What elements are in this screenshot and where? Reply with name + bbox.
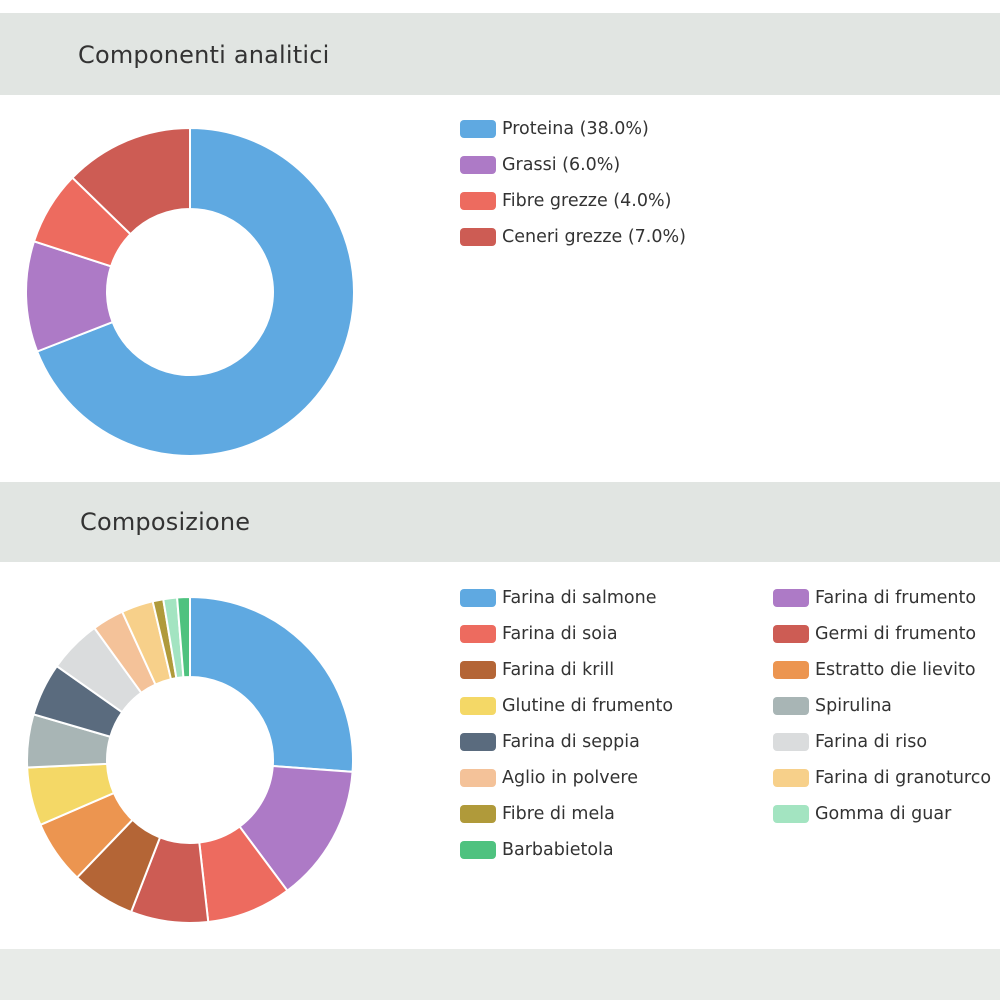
- composition-header-band: Composizione: [0, 482, 1000, 562]
- legend-label: Fibre di mela: [502, 804, 615, 824]
- legend-label: Farina di riso: [815, 732, 928, 752]
- legend-swatch: [773, 769, 809, 787]
- legend-swatch: [460, 769, 496, 787]
- legend-item-farina-di-frumento[interactable]: Farina di frumento: [773, 586, 976, 610]
- legend-item-spirulina[interactable]: Spirulina: [773, 694, 892, 718]
- legend-swatch: [460, 733, 496, 751]
- legend-swatch: [460, 625, 496, 643]
- legend-swatch: [460, 192, 496, 210]
- legend-swatch: [460, 156, 496, 174]
- legend-swatch: [773, 625, 809, 643]
- legend-item-farina-di-salmone[interactable]: Farina di salmone: [460, 586, 656, 610]
- legend-item-glutine-di-frumento[interactable]: Glutine di frumento: [460, 694, 673, 718]
- legend-swatch: [460, 841, 496, 859]
- legend-swatch: [460, 805, 496, 823]
- legend-label: Germi di frumento: [815, 624, 977, 644]
- legend-item-aglio-in-polvere[interactable]: Aglio in polvere: [460, 766, 638, 790]
- analytic-header-band: Componenti analitici: [0, 13, 1000, 95]
- slice-ceneri-grezze[interactable]: [70, 126, 191, 236]
- footer-band: [0, 949, 1000, 1000]
- legend-label: Farina di frumento: [815, 588, 977, 608]
- legend-label: Farina di soia: [502, 624, 618, 644]
- legend-item-fibre-di-mela[interactable]: Fibre di mela: [460, 802, 615, 826]
- legend-swatch: [773, 733, 809, 751]
- legend-label: Grassi (6.0%): [502, 155, 621, 175]
- legend-item-fibre-grezze[interactable]: Fibre grezze (4.0%): [460, 189, 671, 213]
- legend-item-farina-di-riso[interactable]: Farina di riso: [773, 730, 927, 754]
- legend-item-farina-di-granoturco[interactable]: Farina di granoturco: [773, 766, 991, 790]
- legend-item-ceneri-grezze[interactable]: Ceneri grezze (7.0%): [460, 225, 686, 249]
- legend-item-proteina[interactable]: Proteina (38.0%): [460, 117, 649, 141]
- legend-item-grassi[interactable]: Grassi (6.0%): [460, 153, 620, 177]
- legend-label: Farina di salmone: [502, 588, 657, 608]
- slice-proteina[interactable]: [35, 126, 355, 457]
- analytic-legend: Proteina (38.0%) Grassi (6.0%) Fibre grezz…: [460, 117, 960, 267]
- legend-label: Farina di krill: [502, 660, 615, 680]
- legend-swatch: [460, 228, 496, 246]
- composition-section-title: Composizione: [80, 508, 251, 536]
- legend-label: Farina di granoturco: [815, 768, 992, 788]
- legend-item-gomma-di-guar[interactable]: Gomma di guar: [773, 802, 951, 826]
- legend-swatch: [773, 697, 809, 715]
- legend-item-barbabietola[interactable]: Barbabietola: [460, 838, 614, 862]
- legend-swatch: [773, 661, 809, 679]
- composition-legend: Farina di salmone Farina di frumento Farin…: [460, 586, 1000, 876]
- slice-farina-di-salmone[interactable]: [189, 595, 354, 773]
- legend-label: Barbabietola: [502, 840, 614, 860]
- legend-label: Estratto die lievito: [815, 660, 976, 680]
- legend-swatch: [460, 697, 496, 715]
- legend-label: Ceneri grezze (7.0%): [502, 227, 686, 247]
- legend-label: Farina di seppia: [502, 732, 640, 752]
- analytic-section-title: Componenti analitici: [78, 41, 330, 69]
- legend-swatch: [460, 661, 496, 679]
- legend-label: Proteina (38.0%): [502, 119, 649, 139]
- slice-barbabietola[interactable]: [176, 595, 191, 679]
- legend-item-estratto-die-lievito[interactable]: Estratto die lievito: [773, 658, 976, 682]
- legend-swatch: [460, 589, 496, 607]
- legend-label: Gomma di guar: [815, 804, 952, 824]
- legend-label: Aglio in polvere: [502, 768, 638, 788]
- legend-label: Spirulina: [815, 696, 892, 716]
- legend-swatch: [460, 120, 496, 138]
- legend-swatch: [773, 805, 809, 823]
- analytic-donut-chart: [25, 126, 355, 457]
- legend-label: Glutine di frumento: [502, 696, 674, 716]
- legend-item-farina-di-soia[interactable]: Farina di soia: [460, 622, 618, 646]
- legend-item-farina-di-krill[interactable]: Farina di krill: [460, 658, 614, 682]
- legend-item-germi-di-frumento[interactable]: Germi di frumento: [773, 622, 976, 646]
- composition-donut-chart: [26, 595, 354, 924]
- legend-label: Fibre grezze (4.0%): [502, 191, 672, 211]
- legend-swatch: [773, 589, 809, 607]
- legend-item-farina-di-seppia[interactable]: Farina di seppia: [460, 730, 640, 754]
